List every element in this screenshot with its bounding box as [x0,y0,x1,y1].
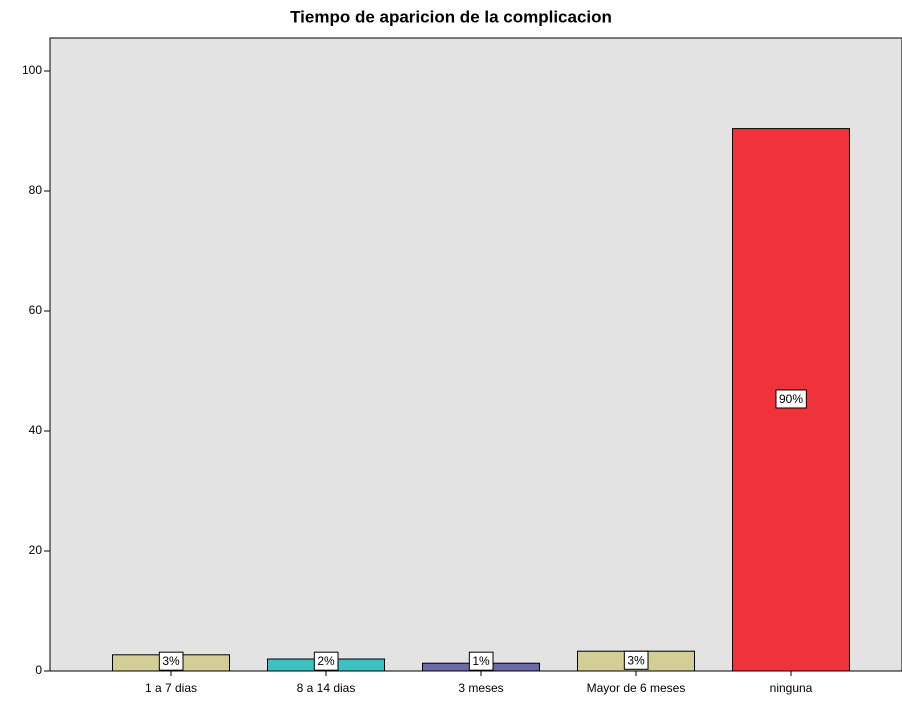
y-tick-label: 100 [22,63,42,77]
y-tick-label: 40 [29,423,43,437]
value-label: 3% [162,654,180,668]
value-label-box [158,651,184,671]
x-tick-label: 3 meses [458,681,503,695]
y-tick-label: 80 [29,183,43,197]
value-label: 3% [627,653,645,667]
value-label-box [313,651,339,671]
y-tick-label: 0 [35,663,42,677]
value-label-box [623,650,649,670]
x-tick-label: 8 a 14 dias [297,681,356,695]
value-label-box [775,389,807,409]
value-label: 90% [779,392,803,406]
value-label-box [468,651,494,671]
y-tick-label: 60 [29,303,43,317]
chart-title: Tiempo de aparicion de la complicacion [290,7,612,26]
y-tick-label: 20 [29,543,43,557]
value-label: 1% [472,654,490,668]
x-tick-label: ninguna [770,681,813,695]
value-label: 2% [317,654,335,668]
x-tick-label: 1 a 7 dias [145,681,197,695]
x-tick-label: Mayor de 6 meses [587,681,686,695]
